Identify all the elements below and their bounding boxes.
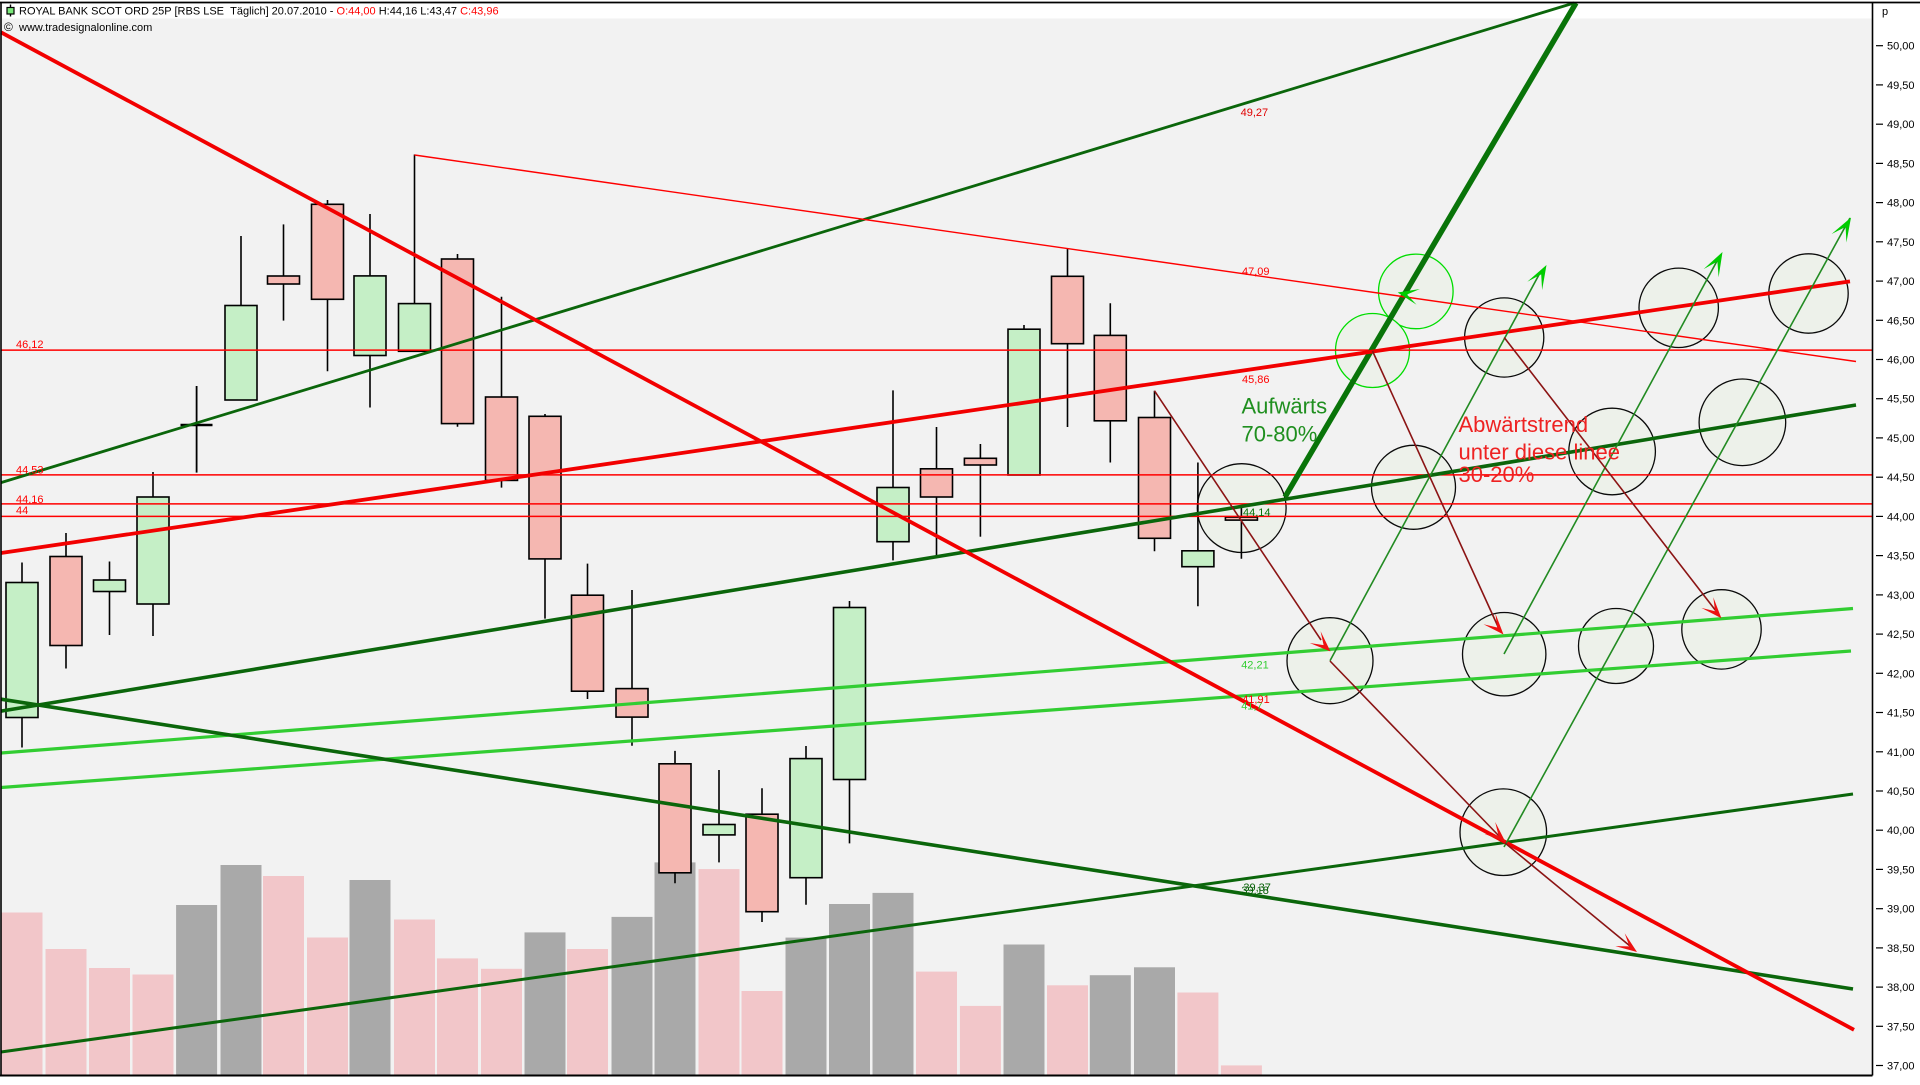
svg-text:44: 44 xyxy=(16,505,28,517)
svg-text:38,50: 38,50 xyxy=(1887,943,1915,955)
svg-text:48,00: 48,00 xyxy=(1887,198,1915,210)
svg-text:41,00: 41,00 xyxy=(1887,747,1915,759)
svg-text:45,50: 45,50 xyxy=(1887,394,1915,406)
svg-text:46,00: 46,00 xyxy=(1887,355,1915,367)
svg-text:70-80%: 70-80% xyxy=(1242,422,1318,447)
svg-text:41,91: 41,91 xyxy=(1242,694,1270,706)
svg-text:Abwärtstrend: Abwärtstrend xyxy=(1459,412,1589,437)
svg-text:47,00: 47,00 xyxy=(1887,276,1915,288)
svg-text:39,50: 39,50 xyxy=(1887,864,1915,876)
svg-text:45,00: 45,00 xyxy=(1887,433,1915,445)
svg-text:ROYAL BANK SCOT ORD 25P [RBS L: ROYAL BANK SCOT ORD 25P [RBS LSE Täglich… xyxy=(19,6,499,18)
svg-text:42,00: 42,00 xyxy=(1887,668,1915,680)
svg-text:46,12: 46,12 xyxy=(16,339,44,351)
svg-text:40,50: 40,50 xyxy=(1887,786,1915,798)
svg-text:43,00: 43,00 xyxy=(1887,590,1915,602)
svg-text:43,50: 43,50 xyxy=(1887,551,1915,563)
svg-text:42,50: 42,50 xyxy=(1887,629,1915,641)
svg-text:©: © xyxy=(4,20,13,34)
svg-text:46,50: 46,50 xyxy=(1887,315,1915,327)
svg-text:49,27: 49,27 xyxy=(1241,107,1269,119)
svg-text:44,53: 44,53 xyxy=(16,465,44,477)
svg-text:41,7: 41,7 xyxy=(1241,701,1262,713)
svg-text:49,50: 49,50 xyxy=(1887,80,1915,92)
svg-text:39,18: 39,18 xyxy=(1241,885,1269,897)
svg-text:44,14: 44,14 xyxy=(1243,507,1271,519)
svg-text:44,16: 44,16 xyxy=(16,494,44,506)
svg-text:38,00: 38,00 xyxy=(1887,982,1915,994)
svg-text:p: p xyxy=(1882,6,1888,18)
svg-text:39,37: 39,37 xyxy=(1243,882,1271,894)
svg-text:37,50: 37,50 xyxy=(1887,1021,1915,1033)
svg-text:49,00: 49,00 xyxy=(1887,119,1915,131)
svg-text:40,00: 40,00 xyxy=(1887,825,1915,837)
svg-text:44,50: 44,50 xyxy=(1887,472,1915,484)
svg-text:47,50: 47,50 xyxy=(1887,237,1915,249)
svg-text:www.tradesignalonline.com: www.tradesignalonline.com xyxy=(18,22,152,34)
svg-text:37,00: 37,00 xyxy=(1887,1061,1915,1073)
svg-text:50,00: 50,00 xyxy=(1887,41,1915,53)
svg-text:48,50: 48,50 xyxy=(1887,158,1915,170)
svg-text:30-20%: 30-20% xyxy=(1459,462,1535,487)
svg-text:45,86: 45,86 xyxy=(1242,374,1270,386)
svg-text:41,50: 41,50 xyxy=(1887,708,1915,720)
svg-text:42,21: 42,21 xyxy=(1241,660,1269,672)
svg-text:39,00: 39,00 xyxy=(1887,904,1915,916)
svg-text:unter diese linee: unter diese linee xyxy=(1459,440,1620,465)
svg-text:47,09: 47,09 xyxy=(1242,266,1270,278)
svg-text:44,00: 44,00 xyxy=(1887,511,1915,523)
svg-text:Aufwärts: Aufwärts xyxy=(1242,394,1328,419)
